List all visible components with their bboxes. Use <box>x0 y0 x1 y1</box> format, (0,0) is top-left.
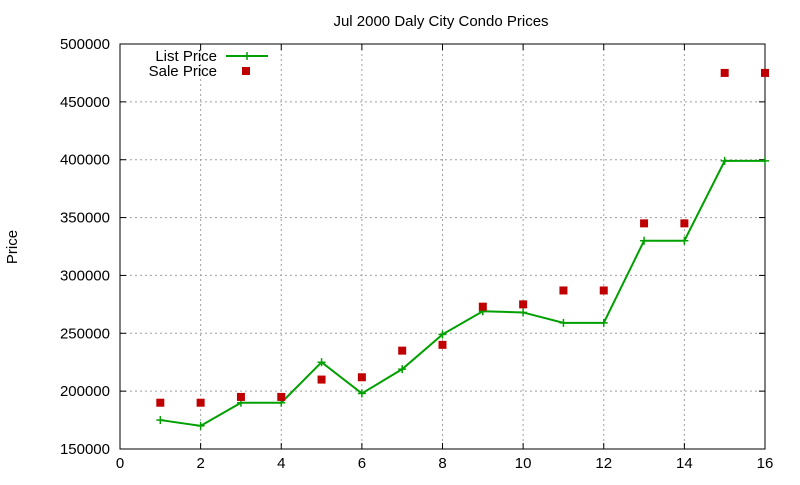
list-price-point <box>640 236 649 245</box>
legend-label-sale-price: Sale Price <box>149 63 217 80</box>
sale-price-point <box>640 219 649 228</box>
data-series <box>156 68 769 430</box>
list-price-point <box>317 358 326 367</box>
sale-price-point <box>398 346 407 355</box>
sale-price-point <box>196 398 205 407</box>
list-price-point <box>761 156 769 165</box>
legend-label-list-price: List Price <box>155 48 217 65</box>
y-tick-label: 200000 <box>60 383 110 400</box>
x-tick-label: 4 <box>277 455 285 472</box>
legend: List Price Sale Price <box>149 48 268 80</box>
sale-price-point <box>357 373 366 382</box>
y-tick-label: 150000 <box>60 441 110 458</box>
legend-samples <box>226 52 268 75</box>
list-price-point <box>599 318 608 327</box>
x-tick-label: 6 <box>358 455 366 472</box>
y-tick-label: 400000 <box>60 152 110 169</box>
sale-price-point <box>720 68 729 77</box>
series-1 <box>156 68 769 407</box>
y-tick-label: 350000 <box>60 210 110 227</box>
x-tick-label: 12 <box>595 455 612 472</box>
y-tick-label: 300000 <box>60 267 110 284</box>
y-tick-label: 500000 <box>60 36 110 53</box>
x-tick-label: 14 <box>676 455 693 472</box>
x-tick-label: 0 <box>116 455 124 472</box>
list-price-point <box>156 416 165 425</box>
axis-ticks <box>119 43 766 450</box>
list-price-point <box>398 365 407 374</box>
sale-price-point <box>156 398 165 407</box>
list-price-point <box>196 421 205 430</box>
chart-title: Jul 2000 Daly City Condo Prices <box>333 13 548 30</box>
legend-marker-sale-price <box>242 67 250 75</box>
y-axis-label: Price <box>4 230 21 264</box>
list-price-point <box>680 236 689 245</box>
list-price-point <box>519 308 528 317</box>
list-price-point <box>357 389 366 398</box>
sale-price-point <box>519 300 528 309</box>
x-tick-label: 10 <box>515 455 532 472</box>
list-price-point <box>438 330 447 339</box>
sale-price-point <box>236 392 245 401</box>
tick-labels: 0 2 4 6 8 10 12 14 16 150000 200000 250000 300000 350… <box>60 36 773 472</box>
y-tick-label: 450000 <box>60 94 110 111</box>
sale-price-point <box>478 302 487 311</box>
legend-marker-list-price <box>243 52 251 60</box>
list-price-point <box>720 156 729 165</box>
series-0 <box>156 156 769 430</box>
list-price-line <box>160 159 765 427</box>
x-tick-label: 2 <box>196 455 204 472</box>
sale-price-point <box>599 286 608 295</box>
x-tick-label: 8 <box>438 455 446 472</box>
sale-price-point <box>438 340 447 349</box>
sale-price-point <box>277 392 286 401</box>
sale-price-point <box>680 219 689 228</box>
list-price-point <box>559 318 568 327</box>
y-tick-label: 250000 <box>60 325 110 342</box>
grid-lines <box>120 44 765 449</box>
sale-price-point <box>559 286 568 295</box>
x-tick-label: 16 <box>757 455 774 472</box>
sale-price-point <box>317 375 326 384</box>
sale-price-point <box>761 68 769 77</box>
